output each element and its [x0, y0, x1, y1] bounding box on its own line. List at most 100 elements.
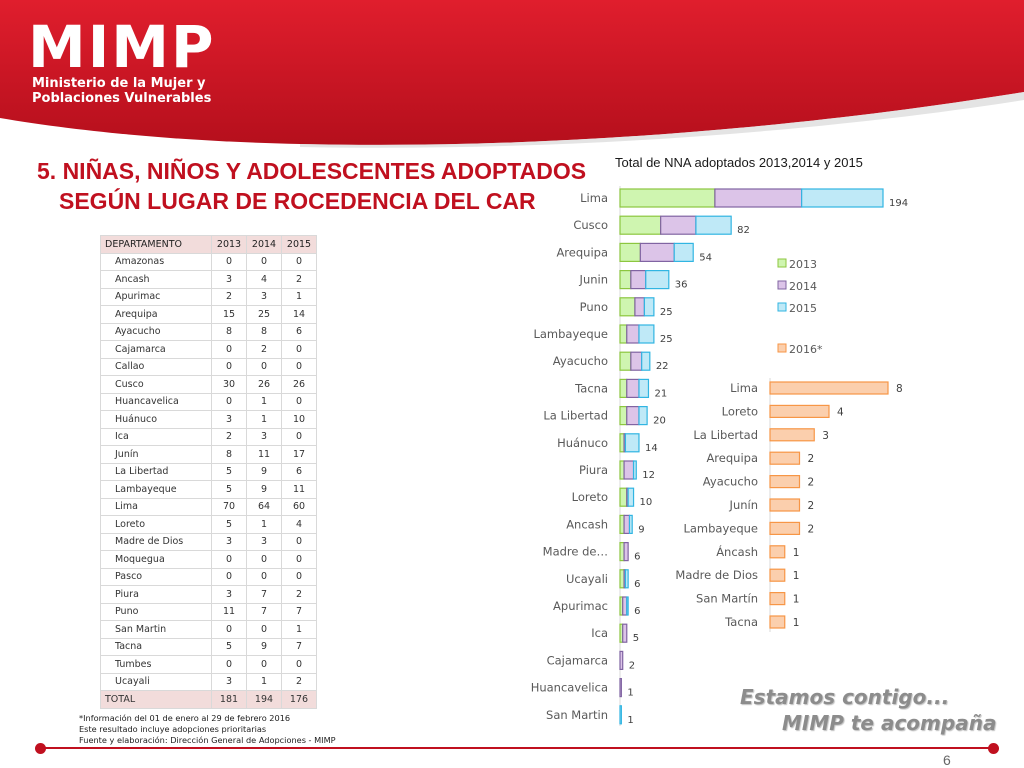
category-label-2016: La Libertad [693, 428, 758, 442]
legend-label-2015: 2015 [789, 302, 817, 315]
total-label: 194 [889, 198, 908, 209]
bar-2013 [619, 242, 641, 262]
header-banner: MIMP Ministerio de la Mujer y Poblacione… [0, 0, 1024, 150]
cell-2015: 0 [281, 392, 317, 411]
total-label: 36 [675, 280, 688, 291]
bar-2015 [643, 297, 655, 317]
category-label-2016: Madre de Dios [675, 568, 758, 582]
departamento-table: DEPARTAMENTO 2013 2014 2015 Amazonas 0 0 0 A… [100, 235, 317, 709]
category-label-2016: Tacna [724, 615, 758, 629]
category-label: Ica [591, 626, 608, 640]
table-row: Apurimac 2 3 1 [100, 287, 317, 306]
value-label-2016: 2 [808, 453, 815, 465]
category-label: Lambayeque [533, 327, 608, 341]
footnotes: *Información del 01 de enero al 29 de fe… [79, 713, 336, 746]
bar-2014 [619, 677, 622, 698]
bar-2015 [624, 433, 640, 453]
category-label-2016: Lambayeque [683, 521, 758, 535]
bar-2013 [619, 541, 625, 562]
total-label: 25 [660, 334, 673, 345]
category-label: Ayacucho [553, 354, 608, 368]
category-label-2016: San Martín [696, 592, 758, 606]
cell-2014: 194 [246, 690, 282, 709]
category-label: Ucayali [566, 572, 608, 586]
total-label: 5 [633, 633, 639, 644]
category-label-2016: Áncash [716, 544, 758, 559]
bar-2013 [619, 378, 628, 398]
bar-2013 [619, 188, 716, 208]
bar-2013 [619, 351, 632, 371]
category-label: La Libertad [543, 409, 608, 423]
cell-2015: 176 [281, 690, 317, 709]
header-2014: 2014 [246, 235, 282, 254]
bar-2014 [623, 460, 635, 480]
header-2015: 2015 [281, 235, 317, 254]
table-row: Huánuco 3 1 10 [100, 410, 317, 429]
value-label-2016: 3 [822, 430, 829, 442]
category-label-2016: Arequipa [706, 451, 758, 465]
category-label: Junin [579, 273, 608, 287]
bar-2013 [619, 406, 628, 426]
bar-2014 [630, 351, 643, 371]
category-label-2016: Loreto [722, 404, 758, 418]
footer-line [40, 747, 990, 749]
bar-2014 [626, 324, 640, 344]
category-label: Apurimac [553, 599, 608, 613]
bar-2016 [769, 498, 801, 512]
category-label: Loreto [572, 490, 608, 504]
bar-2013 [619, 297, 636, 317]
category-label: Tacna [574, 381, 608, 395]
bar-2013 [619, 270, 632, 290]
bar-2015 [645, 270, 670, 290]
table-header-row: DEPARTAMENTO 2013 2014 2015 [100, 235, 317, 254]
logo-subtitle-2: Poblaciones Vulnerables [32, 91, 212, 106]
page-number: 6 [943, 752, 951, 768]
bar-2016 [769, 381, 889, 395]
bar-2014 [630, 270, 647, 290]
table-row: Ancash 3 4 2 [100, 270, 317, 289]
table-row: Lima 70 64 60 [100, 497, 317, 516]
logo-text: MIMP [28, 13, 216, 81]
brand-logo: MIMP Ministerio de la Mujer y Poblacione… [28, 18, 216, 106]
table-row: Pasco 0 0 0 [100, 567, 317, 586]
bar-2014 [626, 406, 640, 426]
legend-swatch-2015 [777, 302, 787, 312]
value-label-2016: 2 [808, 477, 815, 489]
bar-2016 [769, 428, 815, 442]
value-label-2016: 1 [793, 617, 800, 629]
total-label: 25 [660, 307, 673, 318]
table-row: Ucayali 3 1 2 [100, 672, 317, 691]
value-label-2016: 1 [793, 547, 800, 559]
bar-2013 [619, 215, 662, 235]
bar-2015 [627, 487, 635, 507]
bar-2014 [714, 188, 803, 208]
bar-2015 [626, 596, 629, 616]
footnote-2: Este resultado incluye adopciones priori… [79, 724, 267, 734]
category-label: Piura [579, 463, 608, 477]
bar-2015 [638, 378, 650, 398]
category-label: Cusco [573, 218, 608, 232]
bar-2013 [619, 487, 628, 507]
category-label-2016: Lima [730, 381, 758, 395]
total-label: 10 [640, 497, 653, 508]
chart-title: Total de NNA adoptados 2013,2014 y 2015 [615, 155, 863, 170]
bar-2015 [641, 351, 651, 371]
table-row: Madre de Dios 3 3 0 [100, 532, 317, 551]
total-label: 2 [629, 660, 635, 671]
legend-swatch-2013 [777, 258, 787, 268]
bar-2016 [769, 404, 830, 418]
bar-2016 [769, 451, 801, 465]
bar-2015 [619, 705, 622, 725]
table-row: Tacna 5 9 7 [100, 637, 317, 656]
bar-2014 [626, 378, 640, 398]
cell-2015: 17 [281, 445, 317, 464]
table-row: Lambayeque 5 9 11 [100, 480, 317, 499]
legend-swatch-2014 [777, 280, 787, 290]
table-row: Arequipa 15 25 14 [100, 305, 317, 324]
total-label: 6 [634, 552, 640, 563]
cell-departamento: TOTAL [100, 690, 212, 709]
category-label: Cajamarca [547, 653, 608, 667]
footer-dot-right [988, 743, 999, 754]
bar-2016 [769, 475, 801, 489]
